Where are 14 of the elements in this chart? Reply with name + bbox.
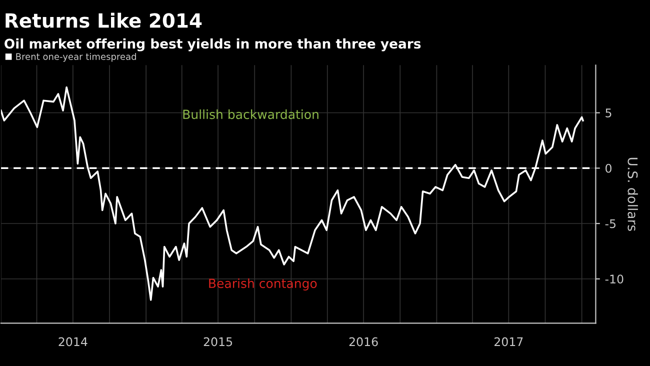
annotation: Bearish contango	[209, 278, 317, 291]
chart-title: Returns Like 2014	[6, 12, 202, 28]
x-tick-label: 2014	[58, 337, 88, 346]
x-tick-label: 2017	[494, 337, 523, 346]
annotation: Bullish backwardation	[183, 109, 318, 120]
y-tick-label: -5	[605, 219, 616, 228]
chart-subtitle: Oil market offering best yields in more than three years	[4, 38, 421, 52]
x-tick-label: 2015	[204, 337, 232, 346]
y-tick-label: 0	[606, 164, 612, 173]
y-tick-label: -10	[605, 274, 624, 284]
x-tick-label: 2016	[349, 337, 378, 346]
legend-label: Brent one-year timespread	[16, 52, 136, 62]
y-tick-label: 5	[606, 108, 612, 118]
y-axis-title: U.S. dollars	[628, 158, 638, 231]
